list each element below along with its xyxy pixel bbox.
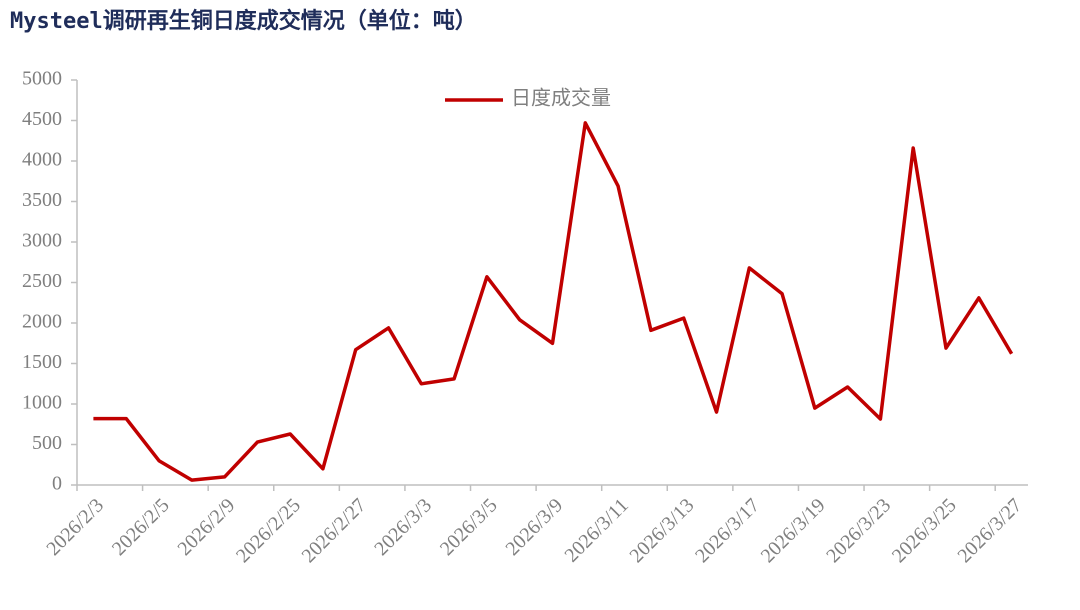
- y-tick-label: 500: [32, 432, 62, 454]
- chart-title: Mysteel调研再生铜日度成交情况（单位：吨）: [10, 8, 477, 34]
- x-tick-label: 2026/3/27: [953, 494, 1026, 567]
- x-tick-label: 2026/3/11: [560, 494, 632, 566]
- x-tick-label: 2026/2/25: [232, 494, 305, 567]
- x-tick-label: 2026/2/5: [108, 494, 174, 560]
- y-tick-label: 1500: [22, 351, 62, 373]
- y-tick-label: 0: [52, 473, 62, 495]
- x-tick-label: 2026/3/5: [436, 494, 502, 560]
- y-tick-label: 4000: [22, 149, 62, 171]
- y-tick-label: 2500: [22, 270, 62, 292]
- x-tick-label: 2026/2/27: [298, 494, 371, 567]
- x-tick-label: 2026/2/9: [174, 494, 240, 560]
- x-tick-label: 2026/3/23: [822, 494, 895, 567]
- y-tick-label: 3500: [22, 189, 62, 211]
- x-tick-label: 2026/3/13: [626, 494, 699, 567]
- y-tick-label: 5000: [22, 68, 62, 90]
- x-tick-label: 2026/3/17: [691, 494, 764, 567]
- x-tick-label: 2026/3/3: [370, 494, 436, 560]
- y-tick-label: 2000: [22, 311, 62, 333]
- y-tick-label: 1000: [22, 392, 62, 414]
- x-tick-label: 2026/3/25: [888, 494, 961, 567]
- y-tick-label: 4500: [22, 108, 62, 130]
- x-tick-label: 2026/2/3: [42, 494, 108, 560]
- x-tick-label: 2026/3/19: [757, 494, 830, 567]
- y-tick-label: 3000: [22, 230, 62, 252]
- x-tick-label: 2026/3/9: [501, 494, 567, 560]
- line-series: [93, 121, 1014, 482]
- legend-label: 日度成交量: [511, 87, 611, 110]
